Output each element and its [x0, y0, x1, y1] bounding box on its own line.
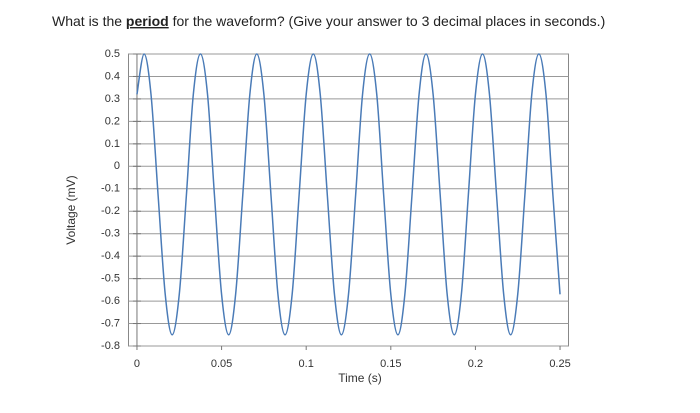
y-tick-label: -0.4 — [101, 250, 120, 262]
y-tick-label: 0.1 — [105, 138, 120, 150]
x-tick-label: 0.25 — [549, 358, 570, 370]
y-tick-label: -0.8 — [101, 340, 120, 352]
y-tick-label: 0.2 — [105, 115, 120, 127]
y-tick-label: -0.7 — [101, 317, 120, 329]
y-tick-label: -0.3 — [101, 228, 120, 240]
y-tick-label: 0 — [114, 160, 120, 172]
x-axis-label: Time (s) — [338, 371, 382, 385]
y-tick-label: 0.5 — [105, 48, 120, 60]
x-tick-label: 0.2 — [468, 358, 483, 370]
question-text: for the waveform? (Give your answer to 3… — [169, 13, 606, 29]
y-tick-label: 0.3 — [105, 93, 120, 105]
y-tick-label: -0.5 — [101, 273, 120, 285]
question-emphasis: period — [126, 13, 169, 29]
x-tick-label: 0.15 — [380, 358, 401, 370]
x-tick-label: 0.05 — [211, 358, 232, 370]
y-tick-label: 0.4 — [105, 70, 120, 82]
x-tick-label: 0 — [134, 358, 140, 370]
y-tick-label: -0.1 — [101, 183, 120, 195]
waveform-line — [136, 53, 561, 336]
y-axis-label: Voltage (mV) — [64, 175, 78, 244]
y-tick-label: -0.6 — [101, 295, 120, 307]
question: What is the period for the waveform? (Gi… — [52, 13, 605, 29]
y-tick-label: -0.2 — [101, 205, 120, 217]
question-text: What is the — [52, 13, 126, 29]
x-tick-label: 0.1 — [299, 358, 314, 370]
